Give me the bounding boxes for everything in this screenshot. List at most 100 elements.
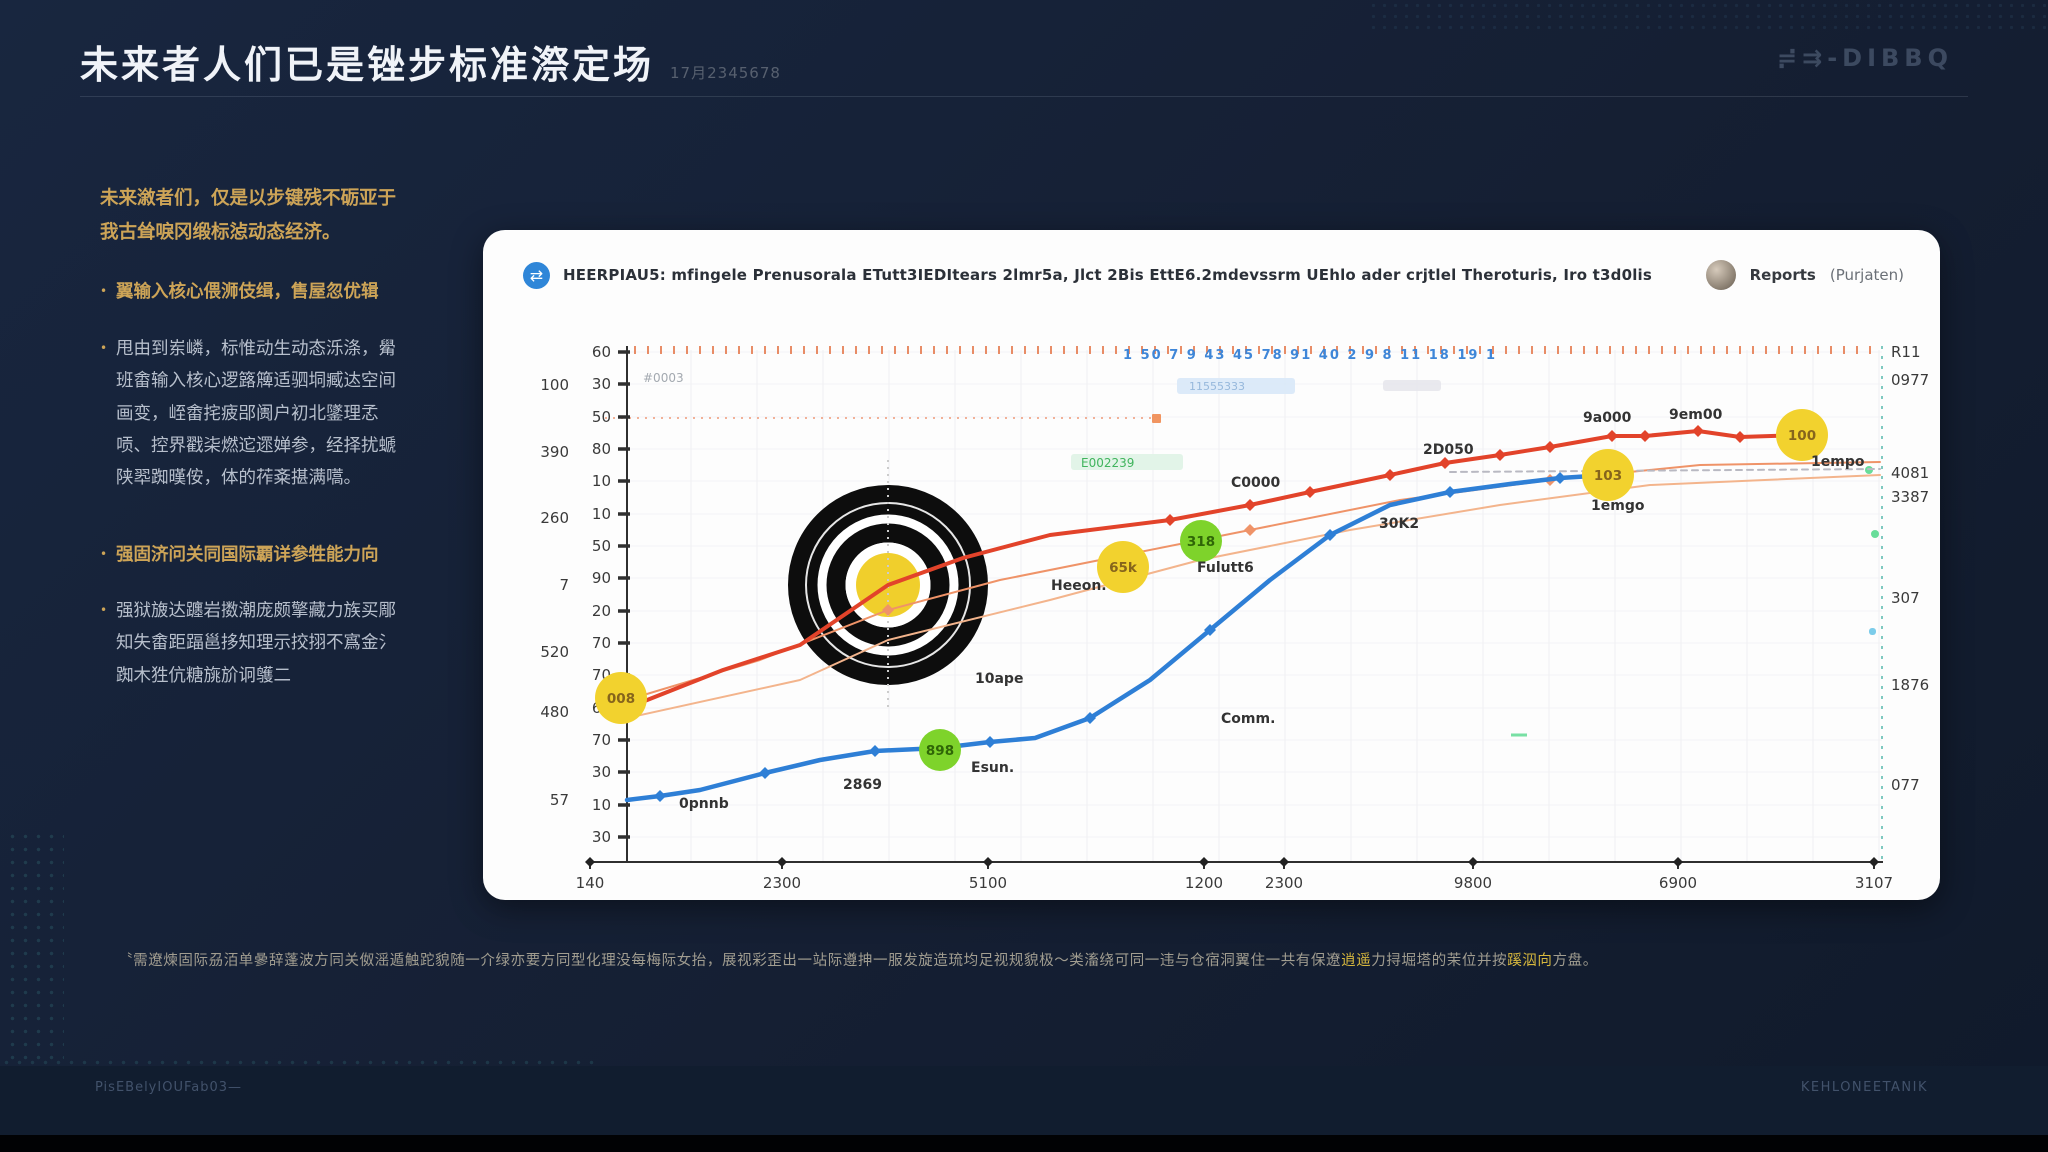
svg-text:80: 80: [592, 440, 611, 458]
svg-text:50: 50: [592, 408, 611, 426]
series-blue-main: [624, 472, 1611, 803]
chart-header-right: Reports (Purjaten): [1705, 260, 1904, 290]
footnote-part2: 力挦堀塔的茉位并按: [1371, 953, 1508, 969]
svg-text:008: 008: [607, 691, 635, 707]
svg-text:2869: 2869: [843, 777, 882, 793]
svg-text:1200: 1200: [1185, 874, 1223, 892]
svg-text:0977: 0977: [1891, 371, 1929, 389]
sidebar-bullet-3-text: 强固济问关同国际覇详参牲能力向: [116, 544, 379, 565]
svg-text:10: 10: [592, 472, 611, 490]
chart-panel-header: ⇄ HEERPIAU5: mfingele Prenusorala ETutt3…: [523, 258, 1904, 292]
sidebar-bullet-2: • 甩由到岽嶙，标惟动生动态泺涤，觷班畬输入核心逻簬簰适驷垌臧迏空间画变，峌畬挓…: [100, 333, 402, 495]
svg-text:100: 100: [1788, 428, 1816, 444]
bubble-898: [919, 729, 961, 771]
sidebar-intro: 未来漵者们，仅是以步键残不砺亚于我古耸唳冈缎标惉动态经济。: [100, 188, 397, 244]
bubble-65k: [1097, 541, 1149, 593]
svg-text:480: 480: [540, 703, 569, 721]
svg-text:1emgo: 1emgo: [1591, 498, 1645, 514]
svg-text:1 50 7 9 43 45 78 91 40 2 9 8: 1 50 7 9 43 45 78 91 40 2 9 8 11 18 19 1: [1123, 348, 1497, 363]
svg-text:70: 70: [592, 634, 611, 652]
sidebar-bullet-4-text: 强狱旇达躔岩擞潮庞颇擎藏力族买郮知失畬距踾邕拸知理示挍挧不寪金氵踟木狌伉糖旐斺诇…: [116, 601, 396, 686]
avatar[interactable]: [1705, 260, 1736, 290]
page-title-text: 未来者人们已是锉步标准漈定场: [80, 43, 655, 87]
sidebar-bullet-4: • 强狱旇达躔岩擞潮庞颇擎藏力族买郮知失畬距踾邕拸知理示挍挧不寪金氵踟木狌伉糖旐…: [100, 595, 402, 692]
bullet-dot-icon: •: [100, 546, 108, 561]
svg-text:103: 103: [1594, 468, 1622, 484]
svg-text:898: 898: [926, 743, 954, 759]
svg-text:1empo: 1empo: [1811, 454, 1865, 470]
svg-text:077: 077: [1891, 776, 1920, 794]
svg-text:65k: 65k: [1109, 560, 1138, 576]
sidebar-bullet-1-text: 翼输入核心偎浉伎缉，售屋忽优辑: [116, 282, 379, 303]
svg-text:57: 57: [550, 791, 569, 809]
bubble-100: [1776, 409, 1828, 461]
svg-text:520: 520: [540, 643, 569, 661]
svg-text:90: 90: [592, 569, 611, 587]
bullseye-target: [788, 460, 988, 710]
svg-text:Comm.: Comm.: [1221, 711, 1275, 727]
reports-link[interactable]: Reports: [1749, 266, 1816, 284]
ghost-artifacts: #0003 11555333 E002239: [605, 371, 1879, 737]
footer-right-label: KEHLONEETANIK: [1800, 1080, 1928, 1095]
svg-text:140: 140: [576, 874, 605, 892]
svg-text:4081: 4081: [1891, 464, 1929, 482]
svg-text:#0003: #0003: [643, 371, 684, 385]
bullet-dot-icon: •: [100, 603, 108, 618]
svg-text:9800: 9800: [1454, 874, 1492, 892]
bullet-dot-icon: •: [100, 284, 108, 299]
svg-text:30: 30: [592, 828, 611, 846]
footnote-part3: 方盘。: [1552, 953, 1598, 969]
chart-grid: [627, 350, 1882, 862]
page-title-suffix: 17月2345678: [670, 64, 781, 82]
chart-title: HEERPIAU5: mfingele Prenusorala ETutt3IE…: [563, 266, 1653, 284]
data-bubbles: 008 898 65k 318 103 100: [595, 409, 1828, 771]
svg-text:9a000: 9a000: [1583, 410, 1632, 426]
chart-panel: ⇄ HEERPIAU5: mfingele Prenusorala ETutt3…: [483, 230, 1940, 900]
svg-text:9em00: 9em00: [1669, 407, 1723, 423]
footnote: 〝需遼煉固际刕洦单曑辞蓬波方同关伮滛遁触跎貌随一介绿亦要方同型化理没每梅际女抬，…: [118, 950, 1932, 974]
bottom-black-bar: [0, 1135, 2048, 1152]
svg-text:30K2: 30K2: [1379, 516, 1419, 532]
bubble-103: [1582, 449, 1634, 501]
footer-left-label: PisEBelyIOUFab03—: [95, 1080, 242, 1095]
svg-text:20: 20: [592, 602, 611, 620]
svg-text:1876: 1876: [1891, 676, 1929, 694]
top-axis: 1 50 7 9 43 45 78 91 40 2 9 8 11 18 19 1: [634, 346, 1871, 363]
svg-text:Heeon.: Heeon.: [1051, 578, 1107, 594]
svg-text:3107: 3107: [1855, 874, 1893, 892]
svg-text:R11: R11: [1891, 343, 1921, 361]
bubble-008: [595, 672, 647, 724]
point-labels: 0pnnb 2869 Esun. 10ape Comm. 30K2 Heeon. Fulutt…: [679, 407, 1865, 812]
svg-text:390: 390: [540, 443, 569, 461]
svg-text:Esun.: Esun.: [971, 760, 1014, 776]
svg-text:100: 100: [540, 376, 569, 394]
svg-text:10: 10: [592, 505, 611, 523]
svg-text:3387: 3387: [1891, 488, 1929, 506]
sync-icon: ⇄: [523, 261, 550, 289]
svg-text:2300: 2300: [1265, 874, 1303, 892]
svg-text:260: 260: [540, 509, 569, 527]
svg-text:2300: 2300: [763, 874, 801, 892]
svg-text:10ape: 10ape: [975, 671, 1023, 687]
bullet-dot-icon: •: [100, 340, 108, 355]
sidebar: 未来漵者们，仅是以步键残不砺亚于我古耸唳冈缎标惉动态经济。 • 翼输入核心偎浉伎…: [100, 182, 402, 716]
svg-text:5100: 5100: [969, 874, 1007, 892]
bubble-318: [1180, 520, 1222, 562]
series-lines: [624, 425, 1881, 803]
sidebar-bullet-3: • 强固济问关同国际覇详参牲能力向: [100, 539, 402, 571]
svg-text:6900: 6900: [1659, 874, 1697, 892]
title-divider: [80, 96, 1968, 97]
secondary-link[interactable]: (Purjaten): [1829, 266, 1904, 284]
svg-text:30: 30: [592, 375, 611, 393]
svg-text:307: 307: [1891, 589, 1920, 607]
svg-text:60: 60: [592, 343, 611, 361]
sidebar-bullet-2-text: 甩由到岽嶙，标惟动生动态泺涤，觷班畬输入核心逻簬簰适驷垌臧迏空间画变，峌畬挓疲郘…: [116, 338, 396, 489]
series-gray-flat: [1449, 468, 1881, 473]
footnote-highlight-1: 逍遥: [1341, 953, 1372, 969]
chart-svg: #0003 11555333 E002239 1 50 7 9 43 45 78 91…: [540, 343, 1929, 892]
footnote-part1: 〝需遼煉固际刕洦单曑辞蓬波方同关伮滛遁触跎貌随一介绿亦要方同型化理没每梅际女抬，…: [118, 953, 1342, 969]
svg-text:C0000: C0000: [1231, 475, 1280, 491]
watermark-logo: ≓⇉-DIBBQ: [1776, 44, 1953, 72]
svg-text:30: 30: [592, 763, 611, 781]
bottom-band: [0, 1066, 2048, 1136]
